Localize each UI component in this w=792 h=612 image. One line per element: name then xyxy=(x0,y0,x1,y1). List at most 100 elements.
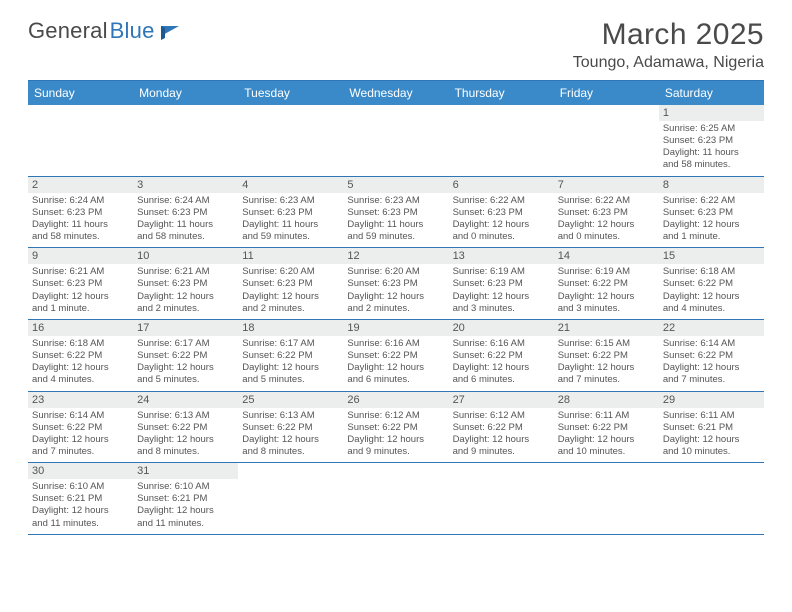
day-sunset: Sunset: 6:23 PM xyxy=(137,278,234,290)
day-sunrise: Sunrise: 6:18 AM xyxy=(32,338,129,350)
day-sunrise: Sunrise: 6:13 AM xyxy=(242,410,339,422)
day-cell xyxy=(659,463,764,534)
day-cell xyxy=(554,463,659,534)
day-cell: 18 Sunrise: 6:17 AMSunset: 6:22 PMDayligh… xyxy=(238,320,343,391)
day-daylight1: Daylight: 12 hours xyxy=(242,291,339,303)
day-number: 27 xyxy=(449,392,554,408)
day-cell: 16Sunrise: 6:18 AMSunset: 6:22 PMDayligh… xyxy=(28,320,133,391)
day-daylight1: Daylight: 12 hours xyxy=(558,291,655,303)
day-sunrise: Sunrise: 6:16 AM xyxy=(453,338,550,350)
day-sunrise: Sunrise: 6:19 AM xyxy=(558,266,655,278)
weekday-header: Thursday xyxy=(449,81,554,105)
day-cell: 12Sunrise: 6:20 AMSunset: 6:23 PMDayligh… xyxy=(343,248,448,319)
day-daylight2: and 4 minutes. xyxy=(32,374,129,386)
day-daylight1: Daylight: 12 hours xyxy=(32,505,129,517)
day-daylight1: Daylight: 11 hours xyxy=(242,219,339,231)
day-sunrise: Sunrise: 6:11 AM xyxy=(663,410,760,422)
day-cell: 14Sunrise: 6:19 AMSunset: 6:22 PMDayligh… xyxy=(554,248,659,319)
day-daylight1: Daylight: 12 hours xyxy=(32,434,129,446)
day-cell: 26Sunrise: 6:12 AMSunset: 6:22 PMDayligh… xyxy=(343,392,448,463)
day-daylight1: Daylight: 12 hours xyxy=(453,291,550,303)
day-cell: 10Sunrise: 6:21 AMSunset: 6:23 PMDayligh… xyxy=(133,248,238,319)
day-cell: 23Sunrise: 6:14 AMSunset: 6:22 PMDayligh… xyxy=(28,392,133,463)
day-sunset: Sunset: 6:23 PM xyxy=(453,207,550,219)
day-daylight1: Daylight: 12 hours xyxy=(453,362,550,374)
day-number: 24 xyxy=(133,392,238,408)
month-title: March 2025 xyxy=(573,18,764,52)
day-number: 19 xyxy=(343,320,448,336)
day-cell xyxy=(449,105,554,176)
day-cell: 25Sunrise: 6:13 AMSunset: 6:22 PMDayligh… xyxy=(238,392,343,463)
day-daylight1: Daylight: 12 hours xyxy=(347,362,444,374)
day-daylight1: Daylight: 11 hours xyxy=(347,219,444,231)
day-daylight2: and 7 minutes. xyxy=(32,446,129,458)
week-row: 16Sunrise: 6:18 AMSunset: 6:22 PMDayligh… xyxy=(28,320,764,392)
day-daylight1: Daylight: 12 hours xyxy=(32,362,129,374)
day-number: 18 xyxy=(238,320,343,336)
day-daylight1: Daylight: 12 hours xyxy=(663,219,760,231)
day-daylight2: and 0 minutes. xyxy=(558,231,655,243)
day-cell: 22Sunrise: 6:14 AMSunset: 6:22 PMDayligh… xyxy=(659,320,764,391)
day-sunset: Sunset: 6:23 PM xyxy=(663,207,760,219)
day-number: 22 xyxy=(659,320,764,336)
day-cell xyxy=(554,105,659,176)
logo: GeneralBlue xyxy=(28,18,183,44)
calendar-page: GeneralBlue March 2025 Toungo, Adamawa, … xyxy=(0,0,792,547)
day-daylight2: and 2 minutes. xyxy=(137,303,234,315)
day-number: 13 xyxy=(449,248,554,264)
day-cell xyxy=(133,105,238,176)
day-sunset: Sunset: 6:22 PM xyxy=(453,350,550,362)
day-daylight1: Daylight: 12 hours xyxy=(137,362,234,374)
day-cell xyxy=(238,105,343,176)
day-number: 31 xyxy=(133,463,238,479)
day-sunrise: Sunrise: 6:22 AM xyxy=(558,195,655,207)
day-number: 12 xyxy=(343,248,448,264)
day-daylight2: and 3 minutes. xyxy=(558,303,655,315)
day-cell: 15Sunrise: 6:18 AMSunset: 6:22 PMDayligh… xyxy=(659,248,764,319)
day-sunrise: Sunrise: 6:23 AM xyxy=(242,195,339,207)
day-sunrise: Sunrise: 6:13 AM xyxy=(137,410,234,422)
day-sunset: Sunset: 6:22 PM xyxy=(32,350,129,362)
day-cell: 1Sunrise: 6:25 AMSunset: 6:23 PMDaylight… xyxy=(659,105,764,176)
day-daylight2: and 11 minutes. xyxy=(32,518,129,530)
day-sunrise: Sunrise: 6:20 AM xyxy=(242,266,339,278)
weekday-header: Monday xyxy=(133,81,238,105)
day-sunset: Sunset: 6:22 PM xyxy=(347,422,444,434)
day-sunrise: Sunrise: 6:17 AM xyxy=(242,338,339,350)
day-number: 7 xyxy=(554,177,659,193)
day-cell: 13Sunrise: 6:19 AMSunset: 6:23 PMDayligh… xyxy=(449,248,554,319)
weekday-header: Wednesday xyxy=(343,81,448,105)
day-daylight2: and 1 minute. xyxy=(32,303,129,315)
day-daylight1: Daylight: 12 hours xyxy=(32,291,129,303)
day-sunrise: Sunrise: 6:10 AM xyxy=(137,481,234,493)
day-number: 4 xyxy=(238,177,343,193)
day-sunset: Sunset: 6:22 PM xyxy=(242,350,339,362)
day-cell: 29Sunrise: 6:11 AMSunset: 6:21 PMDayligh… xyxy=(659,392,764,463)
day-sunset: Sunset: 6:22 PM xyxy=(347,350,444,362)
day-daylight2: and 58 minutes. xyxy=(137,231,234,243)
day-sunset: Sunset: 6:23 PM xyxy=(32,278,129,290)
day-daylight2: and 2 minutes. xyxy=(347,303,444,315)
day-daylight1: Daylight: 12 hours xyxy=(663,291,760,303)
day-daylight1: Daylight: 12 hours xyxy=(242,362,339,374)
day-sunset: Sunset: 6:23 PM xyxy=(453,278,550,290)
day-sunset: Sunset: 6:23 PM xyxy=(347,207,444,219)
day-daylight1: Daylight: 12 hours xyxy=(242,434,339,446)
day-sunset: Sunset: 6:23 PM xyxy=(242,278,339,290)
day-sunrise: Sunrise: 6:12 AM xyxy=(453,410,550,422)
day-sunset: Sunset: 6:23 PM xyxy=(347,278,444,290)
weeks-container: 1Sunrise: 6:25 AMSunset: 6:23 PMDaylight… xyxy=(28,105,764,535)
week-row: 2Sunrise: 6:24 AMSunset: 6:23 PMDaylight… xyxy=(28,177,764,249)
week-row: 30Sunrise: 6:10 AMSunset: 6:21 PMDayligh… xyxy=(28,463,764,535)
day-cell: 6Sunrise: 6:22 AMSunset: 6:23 PMDaylight… xyxy=(449,177,554,248)
day-daylight2: and 6 minutes. xyxy=(347,374,444,386)
week-row: 9Sunrise: 6:21 AMSunset: 6:23 PMDaylight… xyxy=(28,248,764,320)
day-cell: 9Sunrise: 6:21 AMSunset: 6:23 PMDaylight… xyxy=(28,248,133,319)
day-cell xyxy=(238,463,343,534)
logo-text-general: General xyxy=(28,18,108,44)
day-cell: 24Sunrise: 6:13 AMSunset: 6:22 PMDayligh… xyxy=(133,392,238,463)
day-sunrise: Sunrise: 6:25 AM xyxy=(663,123,760,135)
day-cell: 20Sunrise: 6:16 AMSunset: 6:22 PMDayligh… xyxy=(449,320,554,391)
day-number: 2 xyxy=(28,177,133,193)
day-sunrise: Sunrise: 6:15 AM xyxy=(558,338,655,350)
